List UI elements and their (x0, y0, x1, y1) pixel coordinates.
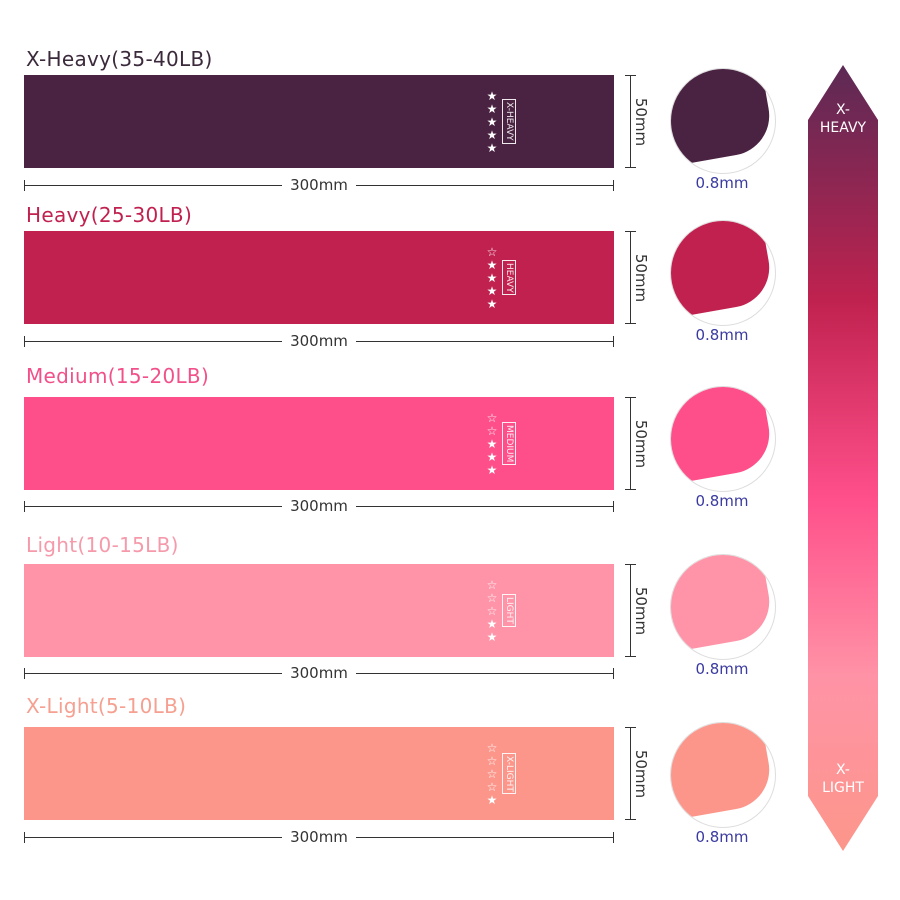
height-label: 50mm (632, 251, 651, 304)
band-tag: ☆☆★★★ MEDIUM (485, 397, 516, 490)
scale-top-label: X- HEAVY (819, 102, 867, 136)
thickness-label: 0.8mm (695, 326, 749, 344)
thickness-label: 0.8mm (695, 660, 749, 678)
rating-stars: ★★★★★ (485, 89, 499, 154)
rating-stars: ☆☆☆☆★ (485, 741, 499, 806)
width-label: 300mm (282, 664, 356, 682)
band-swatch: ☆☆☆☆★ X-LIGHT (24, 727, 614, 820)
height-dimension: 50mm (618, 75, 651, 168)
width-label: 300mm (282, 176, 356, 194)
band-title: Light(10-15LB) (26, 533, 179, 557)
rating-stars: ☆☆★★★ (485, 411, 499, 476)
thickness-closeup (670, 722, 776, 828)
height-label: 50mm (632, 417, 651, 470)
thickness-label: 0.8mm (695, 492, 749, 510)
scale-bottom-label: X- LIGHT (822, 762, 864, 796)
thickness-closeup (670, 220, 776, 326)
band-tag: ☆☆☆☆★ X-LIGHT (485, 727, 516, 820)
band-tag-label: MEDIUM (502, 421, 516, 466)
thickness-closeup (670, 554, 776, 660)
rating-stars: ☆☆☆★★ (485, 578, 499, 643)
band-swatch: ★★★★★ X-HEAVY (24, 75, 614, 168)
height-label: 50mm (632, 747, 651, 800)
intensity-arrow: X- HEAVY X- LIGHT (808, 65, 878, 851)
height-dimension: 50mm (618, 564, 651, 657)
thickness-closeup (670, 68, 776, 174)
band-title: Heavy(25-30LB) (26, 203, 193, 227)
band-swatch: ☆★★★★ HEAVY (24, 231, 614, 324)
intensity-gradient (808, 65, 878, 851)
band-tag: ☆★★★★ HEAVY (485, 231, 516, 324)
band-tag-label: X-HEAVY (502, 99, 516, 144)
height-dimension: 50mm (618, 727, 651, 820)
band-title: X-Light(5-10LB) (26, 694, 187, 718)
width-label: 300mm (282, 828, 356, 846)
band-tag-label: HEAVY (502, 259, 516, 296)
height-label: 50mm (632, 584, 651, 637)
band-tag-label: LIGHT (502, 594, 516, 627)
height-dimension: 50mm (618, 231, 651, 324)
thickness-closeup (670, 386, 776, 492)
band-title: Medium(15-20LB) (26, 364, 210, 388)
height-dimension: 50mm (618, 397, 651, 490)
band-swatch: ☆☆★★★ MEDIUM (24, 397, 614, 490)
band-title: X-Heavy(35-40LB) (26, 47, 213, 71)
width-label: 300mm (282, 497, 356, 515)
band-tag-label: X-LIGHT (502, 752, 516, 795)
thickness-label: 0.8mm (695, 174, 749, 192)
thickness-label: 0.8mm (695, 828, 749, 846)
band-tag: ☆☆☆★★ LIGHT (485, 564, 516, 657)
height-label: 50mm (632, 95, 651, 148)
rating-stars: ☆★★★★ (485, 245, 499, 310)
band-tag: ★★★★★ X-HEAVY (485, 75, 516, 168)
band-swatch: ☆☆☆★★ LIGHT (24, 564, 614, 657)
width-label: 300mm (282, 332, 356, 350)
